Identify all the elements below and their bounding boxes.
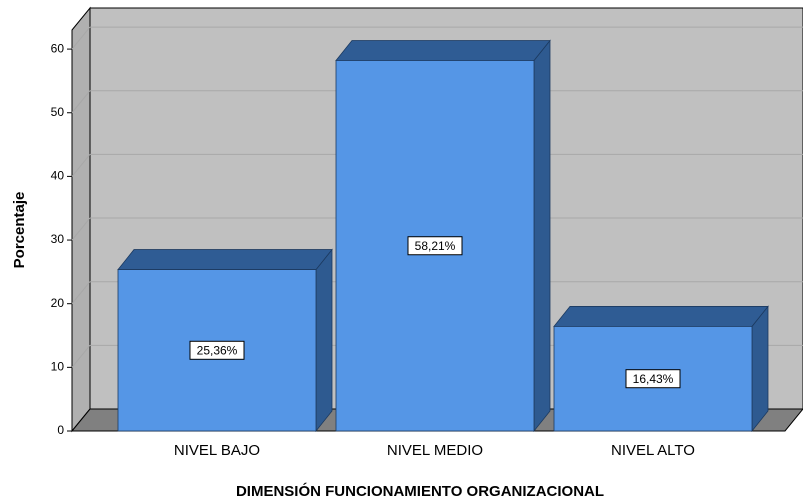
value-label-box — [625, 369, 681, 389]
side-wall — [71, 6, 91, 433]
bar-top — [553, 306, 769, 327]
grid-line — [71, 217, 91, 241]
grid-line — [71, 26, 91, 50]
x-axis-title: DIMENSIÓN FUNCIONAMIENTO ORGANIZACIONAL — [236, 482, 604, 500]
grid-line — [71, 90, 91, 114]
y-tick-label: 40 — [51, 169, 65, 183]
x-tick-label: NIVEL MEDIO — [387, 442, 483, 459]
x-tick-label: NIVEL BAJO — [174, 442, 260, 459]
grid-line — [71, 281, 91, 305]
bar-side — [751, 305, 769, 433]
y-tick-label: 60 — [51, 41, 65, 55]
y-tick-label: 10 — [51, 360, 65, 374]
y-tick-label: 20 — [51, 296, 65, 310]
value-label-box — [407, 236, 463, 256]
value-label: 58,21% — [415, 239, 456, 253]
y-tick-label: 30 — [51, 232, 65, 246]
value-label: 16,43% — [633, 372, 674, 386]
x-tick-label: NIVEL ALTO — [611, 442, 695, 459]
bar-top — [117, 249, 333, 270]
y-axis-title: Porcentaje — [11, 192, 28, 269]
bar-top — [335, 40, 551, 61]
value-label: 25,36% — [197, 343, 238, 357]
grid-line — [71, 345, 91, 368]
y-tick-label: 50 — [51, 105, 65, 119]
grid-line — [71, 154, 91, 177]
y-tick-label: 0 — [57, 423, 64, 437]
bar-side — [533, 39, 551, 433]
value-label-box — [189, 340, 245, 360]
bar-side — [315, 248, 333, 433]
